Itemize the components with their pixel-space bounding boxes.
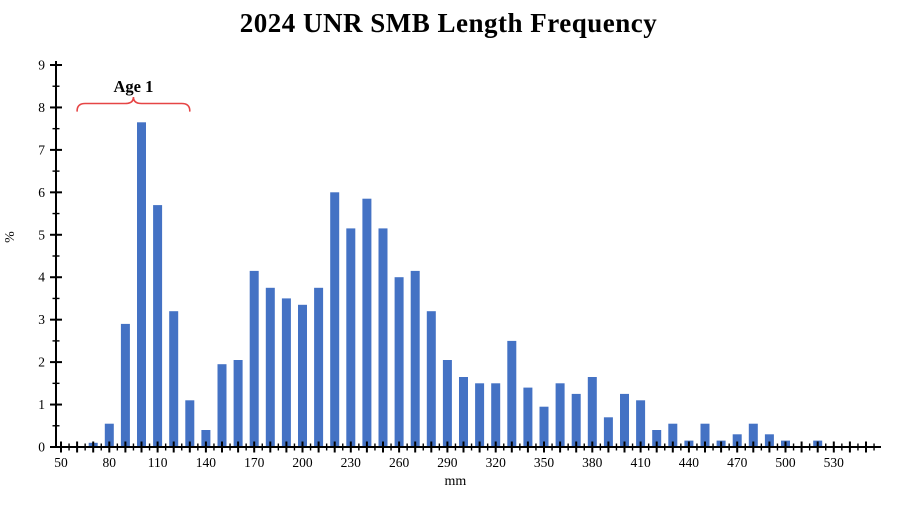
bar bbox=[265, 287, 275, 447]
x-tick-label: 110 bbox=[148, 455, 168, 470]
bar bbox=[137, 122, 146, 448]
y-tick-label: 1 bbox=[38, 397, 45, 412]
x-tick-label: 320 bbox=[486, 455, 507, 470]
bar bbox=[217, 364, 227, 447]
bar bbox=[571, 393, 581, 447]
x-tick-label: 470 bbox=[727, 455, 748, 470]
bar bbox=[732, 434, 742, 447]
y-tick-label: 2 bbox=[38, 355, 45, 370]
y-tick-label: 8 bbox=[38, 100, 45, 115]
x-tick-label: 200 bbox=[292, 455, 313, 470]
x-tick-label: 530 bbox=[824, 455, 845, 470]
y-tick-label: 9 bbox=[38, 58, 45, 73]
bar bbox=[652, 430, 662, 447]
bars-group bbox=[88, 122, 823, 448]
x-tick-label: 290 bbox=[437, 455, 458, 470]
y-tick-label: 7 bbox=[38, 142, 45, 157]
bar bbox=[394, 277, 404, 447]
x-tick-label: 140 bbox=[196, 455, 217, 470]
bar bbox=[475, 383, 485, 447]
bar bbox=[636, 400, 646, 447]
y-axis-title: % bbox=[3, 231, 18, 243]
bar bbox=[233, 360, 243, 447]
bar bbox=[507, 340, 517, 447]
age1-annotation: Age 1 bbox=[76, 77, 191, 112]
bar bbox=[523, 387, 533, 447]
bar bbox=[748, 423, 758, 447]
y-tick-label: 6 bbox=[38, 185, 45, 200]
y-tick-label: 3 bbox=[38, 312, 45, 327]
x-axis-title: mm bbox=[445, 474, 467, 489]
bar bbox=[620, 393, 629, 447]
x-tick-label: 170 bbox=[244, 455, 265, 470]
bar bbox=[700, 423, 710, 447]
y-tick-label: 0 bbox=[38, 440, 45, 455]
bar bbox=[668, 423, 678, 447]
x-tick-label: 410 bbox=[630, 455, 651, 470]
age1-brace bbox=[76, 96, 191, 112]
x-axis: 50 80 110 140 170 200 230 260 290 320 350 380 410 440… bbox=[54, 441, 881, 489]
age1-label: Age 1 bbox=[114, 77, 154, 96]
bar bbox=[346, 228, 356, 447]
y-axis: 0 1 2 3 4 5 6 7 8 9% bbox=[3, 58, 62, 455]
bar bbox=[249, 270, 259, 447]
x-tick-label: 80 bbox=[103, 455, 117, 470]
bar bbox=[764, 434, 774, 447]
chart-title: 2024 UNR SMB Length Frequency bbox=[239, 8, 658, 38]
bar bbox=[314, 287, 324, 447]
bar bbox=[362, 198, 372, 447]
bar bbox=[120, 323, 130, 447]
bar bbox=[459, 377, 468, 447]
x-tick-label: 260 bbox=[389, 455, 410, 470]
x-tick-label: 350 bbox=[534, 455, 555, 470]
x-tick-label: 230 bbox=[341, 455, 362, 470]
y-tick-label: 5 bbox=[38, 227, 45, 242]
bar bbox=[153, 205, 163, 447]
bar bbox=[426, 311, 436, 447]
x-tick-label: 380 bbox=[582, 455, 603, 470]
bar bbox=[491, 383, 501, 447]
bar bbox=[281, 298, 291, 447]
bar bbox=[555, 383, 565, 447]
bar bbox=[169, 311, 179, 447]
bar bbox=[410, 270, 420, 447]
bar bbox=[298, 304, 307, 447]
bar bbox=[603, 417, 613, 447]
x-tick-label: 500 bbox=[775, 455, 796, 470]
bar bbox=[330, 192, 340, 447]
x-tick-label: 440 bbox=[679, 455, 700, 470]
bar bbox=[539, 406, 549, 447]
bar bbox=[587, 377, 597, 447]
x-tick-label: 50 bbox=[54, 455, 68, 470]
bar bbox=[442, 360, 452, 447]
bar bbox=[185, 400, 195, 447]
bar bbox=[201, 430, 211, 447]
bar bbox=[104, 423, 114, 447]
y-tick-label: 4 bbox=[38, 270, 45, 285]
bar bbox=[378, 228, 388, 447]
